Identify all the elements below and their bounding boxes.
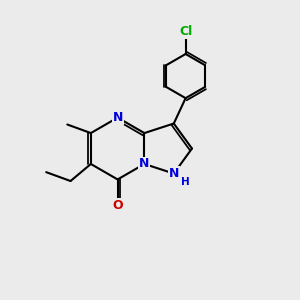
Text: H: H bbox=[181, 177, 189, 188]
Text: N: N bbox=[139, 158, 150, 170]
Text: Cl: Cl bbox=[179, 25, 192, 38]
Text: N: N bbox=[169, 167, 179, 180]
Text: O: O bbox=[112, 199, 123, 212]
Text: N: N bbox=[112, 111, 123, 124]
